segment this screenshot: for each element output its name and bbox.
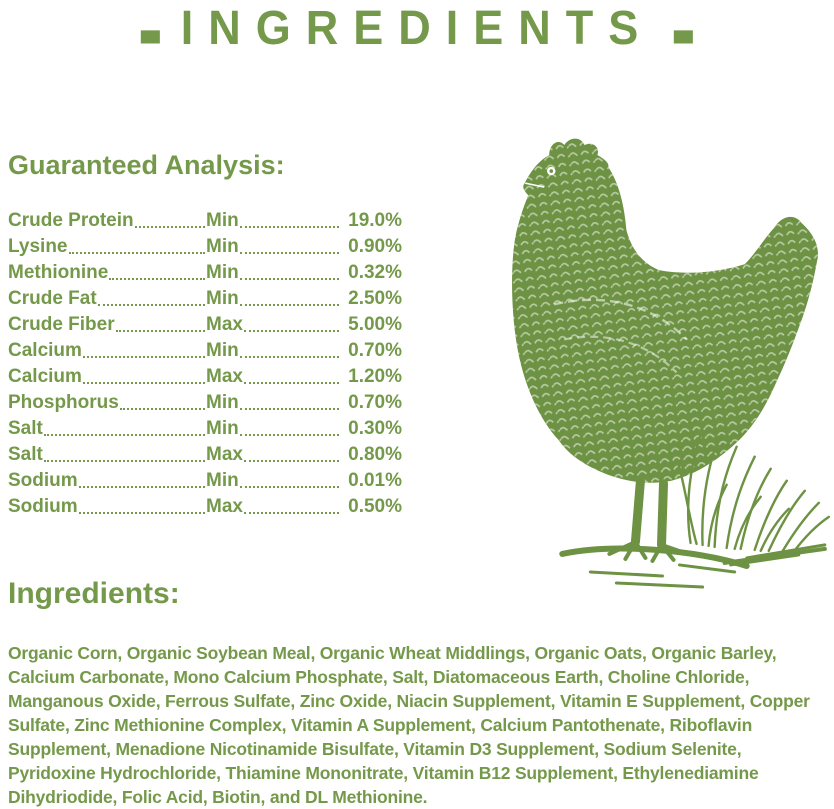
analysis-table: Crude Protein Min 19.0% Lysine Min 0.90%… <box>8 206 402 518</box>
analysis-row-left: Salt <box>8 418 206 440</box>
nutrient-label: Lysine <box>8 236 68 257</box>
nutrient-value: 0.70% <box>348 340 402 361</box>
title-dash-left: - <box>137 0 163 90</box>
dot-leader <box>78 512 205 514</box>
analysis-row: Crude Protein Min 19.0% <box>8 206 402 232</box>
nutrient-label: Calcium <box>8 366 82 387</box>
nutrient-label: Sodium <box>8 496 78 517</box>
dot-leader <box>78 486 205 488</box>
hen-illustration <box>494 134 834 590</box>
dot-leader <box>109 278 205 280</box>
analysis-row: Calcium Max 1.20% <box>8 362 402 388</box>
min-max-label: Max <box>206 314 243 335</box>
nutrient-value: 5.00% <box>348 314 402 335</box>
min-max-label: Max <box>206 496 243 517</box>
analysis-row-left: Crude Fat <box>8 288 206 310</box>
dot-leader <box>115 330 205 332</box>
analysis-row-left: Calcium <box>8 340 206 362</box>
analysis-row-left: Crude Fiber <box>8 314 206 336</box>
dot-leader <box>239 434 339 436</box>
nutrient-value: 1.20% <box>348 366 402 387</box>
dot-leader <box>239 408 339 410</box>
dot-leader <box>82 382 205 384</box>
min-max-label: Min <box>206 470 239 491</box>
ingredients-heading: Ingredients: <box>8 577 180 610</box>
min-max-label: Min <box>206 236 239 257</box>
analysis-row: Crude Fiber Max 5.00% <box>8 310 402 336</box>
nutrient-value: 0.50% <box>348 496 402 517</box>
nutrient-label: Salt <box>8 418 43 439</box>
nutrient-label: Crude Fat <box>8 288 97 309</box>
nutrient-label: Crude Fiber <box>8 314 115 335</box>
dot-leader <box>239 486 339 488</box>
analysis-row: Phosphorus Min 0.70% <box>8 388 402 414</box>
dot-leader <box>243 382 339 384</box>
analysis-row: Methionine Min 0.32% <box>8 258 402 284</box>
analysis-row-left: Salt <box>8 444 206 466</box>
dot-leader <box>97 304 205 306</box>
hen-body <box>512 138 818 483</box>
analysis-row-left: Sodium <box>8 496 206 518</box>
nutrient-label: Salt <box>8 444 43 465</box>
analysis-row-left: Crude Protein <box>8 210 206 232</box>
analysis-row: Salt Max 0.80% <box>8 440 402 466</box>
dot-leader <box>239 356 339 358</box>
analysis-row: Crude Fat Min 2.50% <box>8 284 402 310</box>
nutrient-value: 2.50% <box>348 288 402 309</box>
nutrient-label: Calcium <box>8 340 82 361</box>
dot-leader <box>243 330 339 332</box>
analysis-row: Calcium Min 0.70% <box>8 336 402 362</box>
hen-engraving-icon <box>512 138 831 589</box>
analysis-row: Salt Min 0.30% <box>8 414 402 440</box>
analysis-row-left: Sodium <box>8 470 206 492</box>
dot-leader <box>119 408 205 410</box>
analysis-row-left: Methionine <box>8 262 206 284</box>
nutrient-value: 0.30% <box>348 418 402 439</box>
dot-leader <box>243 512 339 514</box>
ingredients-text: Organic Corn, Organic Soybean Meal, Orga… <box>8 643 810 807</box>
min-max-label: Min <box>206 418 239 439</box>
dot-leader <box>239 278 339 280</box>
min-max-label: Min <box>206 262 239 283</box>
min-max-label: Min <box>206 392 239 413</box>
grass-tuft <box>677 433 831 567</box>
min-max-label: Max <box>206 444 243 465</box>
nutrient-value: 19.0% <box>348 210 402 231</box>
nutrient-label: Phosphorus <box>8 392 119 413</box>
page-title: - INGREDIENTS - <box>0 0 834 83</box>
nutrient-label: Methionine <box>8 262 109 283</box>
dot-leader <box>134 226 205 228</box>
title-text: INGREDIENTS <box>180 0 654 55</box>
nutrient-value: 0.01% <box>348 470 402 491</box>
dot-leader <box>239 226 339 228</box>
nutrient-label: Crude Protein <box>8 210 134 231</box>
dot-leader <box>43 434 205 436</box>
nutrient-value: 0.80% <box>348 444 402 465</box>
dot-leader <box>239 304 339 306</box>
nutrient-value: 0.70% <box>348 392 402 413</box>
min-max-label: Min <box>206 340 239 361</box>
title-dash-right: - <box>671 0 697 90</box>
nutrient-value: 0.90% <box>348 236 402 257</box>
analysis-row-left: Calcium <box>8 366 206 388</box>
guaranteed-analysis-heading: Guaranteed Analysis: <box>8 150 285 180</box>
dot-leader <box>43 460 205 462</box>
min-max-label: Min <box>206 210 239 231</box>
analysis-row: Lysine Min 0.90% <box>8 232 402 258</box>
ground-strokes <box>559 545 827 589</box>
analysis-row: Sodium Max 0.50% <box>8 492 402 518</box>
nutrient-value: 0.32% <box>348 262 402 283</box>
min-max-label: Min <box>206 288 239 309</box>
dot-leader <box>68 252 205 254</box>
dot-leader <box>243 460 339 462</box>
min-max-label: Max <box>206 366 243 387</box>
dot-leader <box>239 252 339 254</box>
nutrient-label: Sodium <box>8 470 78 491</box>
analysis-row: Sodium Min 0.01% <box>8 466 402 492</box>
analysis-row-left: Phosphorus <box>8 392 206 414</box>
dot-leader <box>82 356 205 358</box>
analysis-row-left: Lysine <box>8 236 206 258</box>
